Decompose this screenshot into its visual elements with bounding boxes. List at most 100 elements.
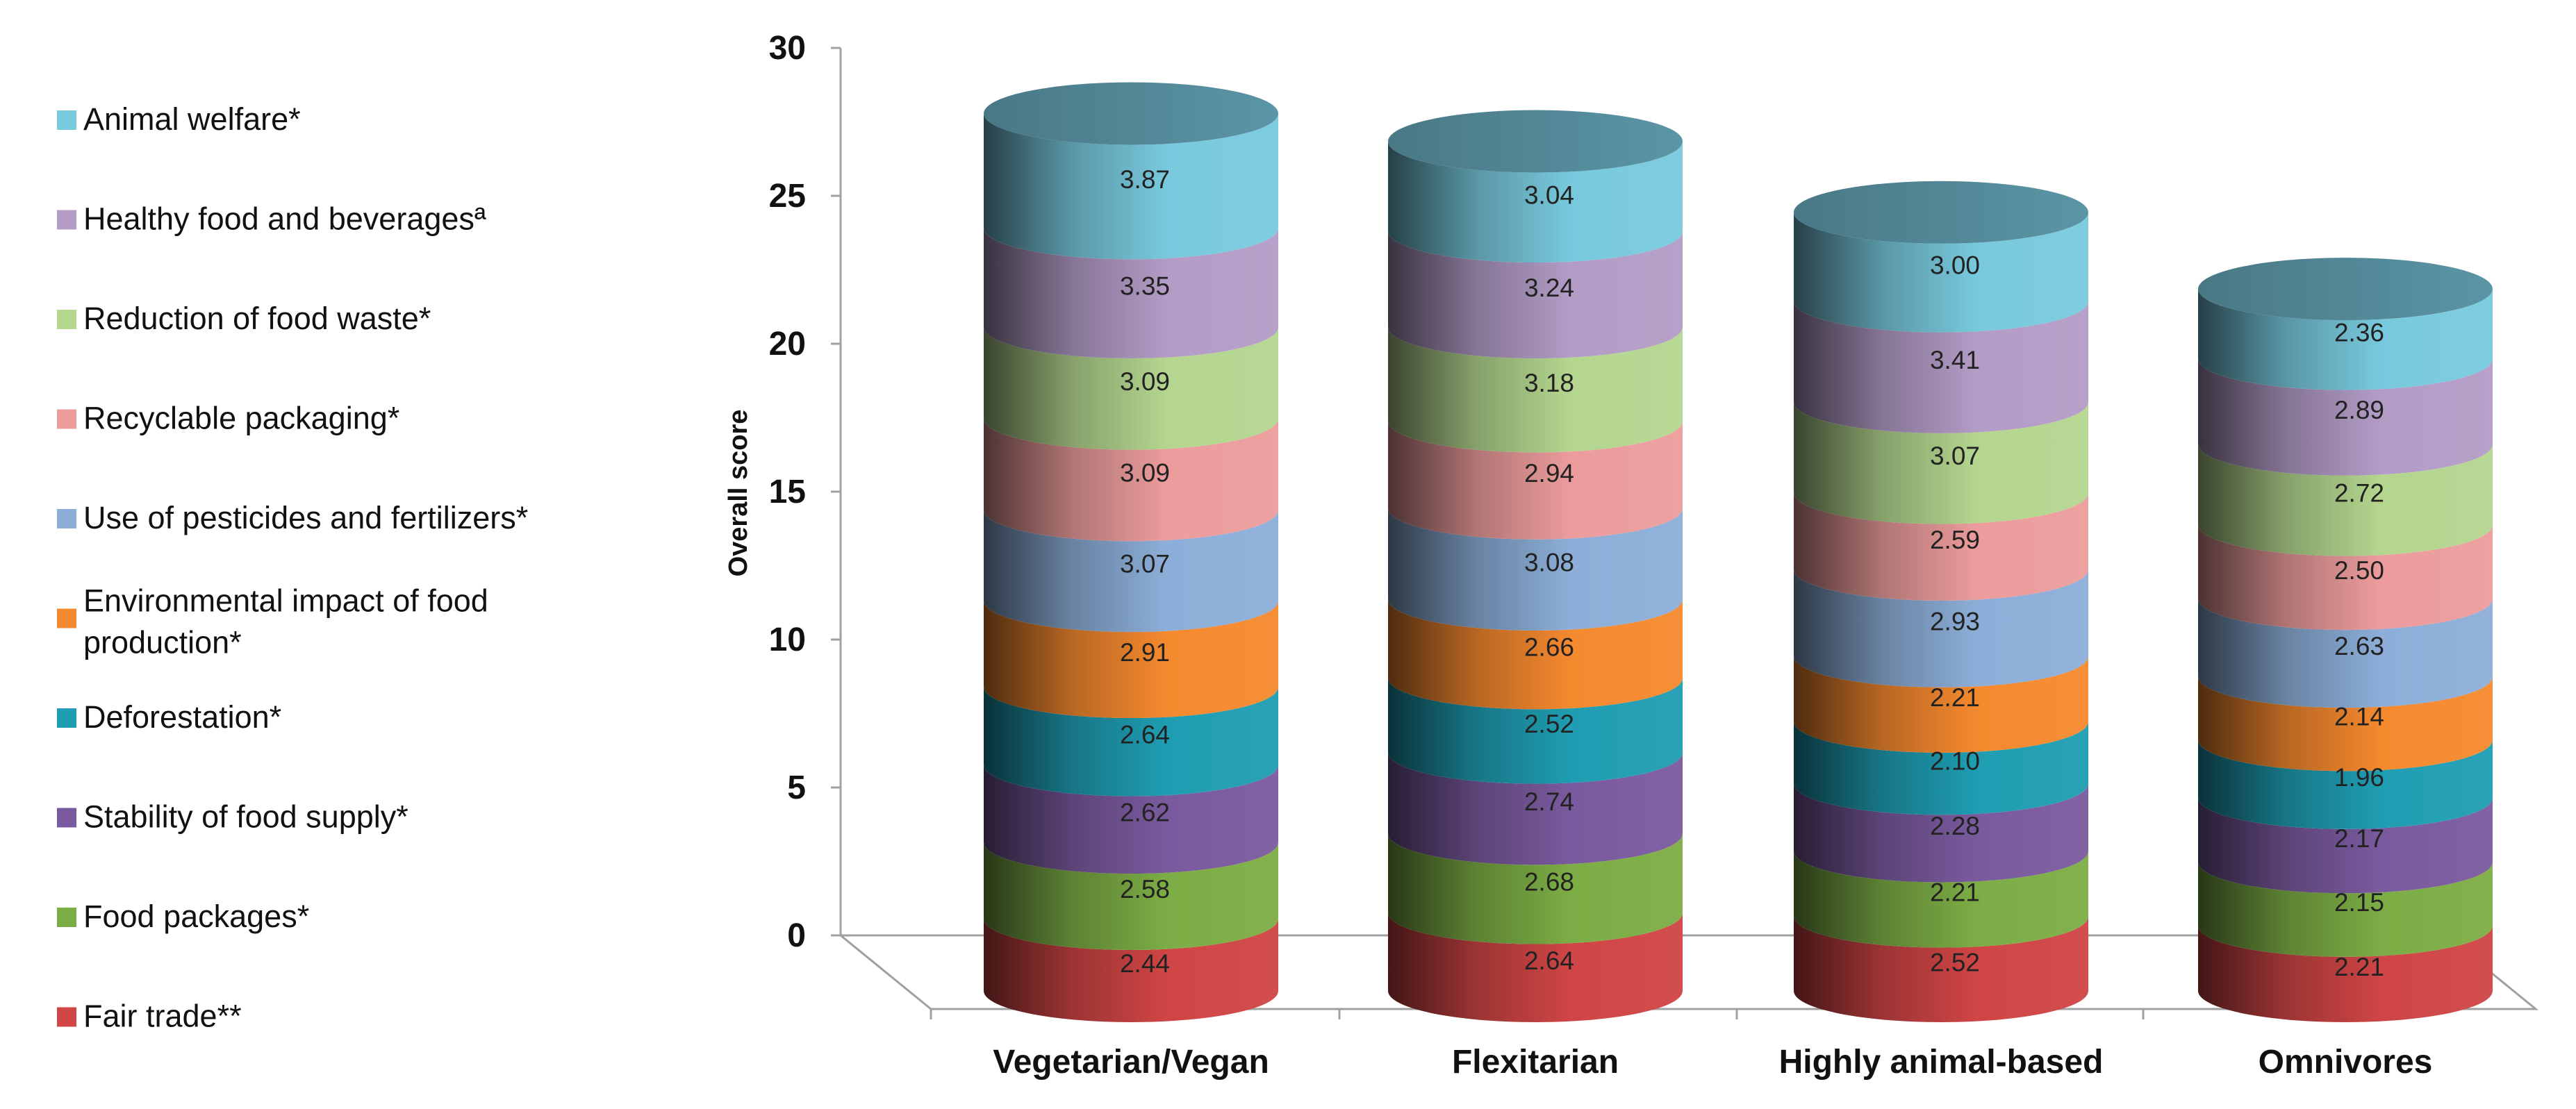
legend-label: Use of pesticides and fertilizers* bbox=[83, 500, 528, 535]
cylinder-segment bbox=[1794, 783, 2088, 883]
value-label: 3.00 bbox=[1930, 251, 1980, 280]
cylinder-segment bbox=[1794, 656, 2088, 753]
value-label: 2.21 bbox=[1930, 683, 1980, 712]
value-label: 2.93 bbox=[1930, 607, 1980, 635]
cylinder-0 bbox=[984, 82, 1278, 1022]
cylinder-segment bbox=[2198, 444, 2493, 556]
cylinder-segment bbox=[984, 418, 1278, 542]
value-label: 3.41 bbox=[1930, 346, 1980, 374]
value-label: 2.10 bbox=[1930, 747, 1980, 776]
legend-swatch bbox=[57, 708, 76, 728]
legend-item: Animal welfare* bbox=[57, 101, 301, 137]
legend-swatch bbox=[57, 808, 76, 828]
cylinder-segment bbox=[984, 327, 1278, 450]
value-labels: 2.44 2.58 2.62 2.64 2.91 3.07 3.09 3.09 3.35 3.87… bbox=[1120, 165, 2384, 981]
category-label: Highly animal-based bbox=[1779, 1044, 2104, 1081]
value-label: 2.14 bbox=[2334, 703, 2384, 731]
y-tick-label: 0 bbox=[787, 917, 806, 954]
cylinder-segment bbox=[2198, 862, 2493, 957]
y-tick-label: 30 bbox=[769, 30, 806, 67]
cylinder-segment bbox=[1794, 301, 2088, 433]
legend-swatch bbox=[57, 908, 76, 927]
cylinders bbox=[984, 82, 2493, 1022]
legend-item: Use of pesticides and fertilizers* bbox=[57, 500, 528, 535]
cylinder-segment bbox=[1388, 141, 1683, 263]
legend-swatch bbox=[57, 608, 76, 628]
value-label: 3.09 bbox=[1120, 459, 1170, 487]
value-label: 2.21 bbox=[2334, 953, 2384, 981]
cylinder-top-cap bbox=[1388, 110, 1683, 173]
cylinder-2 bbox=[1794, 181, 2088, 1022]
value-label: 2.68 bbox=[1524, 867, 1574, 896]
value-label: 2.15 bbox=[2334, 888, 2384, 917]
value-label: 3.08 bbox=[1524, 548, 1574, 576]
cylinder-segment bbox=[984, 113, 1278, 260]
value-label: 2.17 bbox=[2334, 824, 2384, 853]
value-label: 2.52 bbox=[1524, 710, 1574, 738]
x-axis: Vegetarian/Vegan Flexitarian Highly animal… bbox=[993, 1044, 2432, 1081]
value-label: 3.35 bbox=[1120, 272, 1170, 301]
category-label: Vegetarian/Vegan bbox=[993, 1044, 1269, 1081]
value-label: 2.28 bbox=[1930, 812, 1980, 840]
y-tick-label: 15 bbox=[769, 474, 806, 510]
cylinder-segment bbox=[984, 919, 1278, 1022]
legend-item: Reduction of food waste* bbox=[57, 301, 431, 336]
cylinder-segment bbox=[1794, 492, 2088, 601]
legend-item: Healthy food and beveragesª bbox=[57, 201, 486, 237]
cylinder-top-cap bbox=[2198, 258, 2493, 321]
value-label: 2.58 bbox=[1120, 875, 1170, 903]
legend-item: Food packages* bbox=[57, 899, 309, 934]
value-label: 2.72 bbox=[2334, 479, 2384, 508]
cylinder-segment bbox=[984, 228, 1278, 359]
cylinder-segment bbox=[2198, 358, 2493, 476]
value-label: 2.62 bbox=[1120, 798, 1170, 826]
value-label: 2.52 bbox=[1930, 948, 1980, 976]
legend-item: Fair trade** bbox=[57, 999, 242, 1034]
cylinder-segment bbox=[1794, 916, 2088, 1022]
cylinder-segment bbox=[1388, 599, 1683, 710]
legend-item: Environmental impact of food production* bbox=[57, 583, 488, 660]
value-label: 3.07 bbox=[1120, 550, 1170, 578]
cylinder-segment bbox=[1388, 327, 1683, 453]
cylinder-segment bbox=[984, 842, 1278, 951]
y-axis-label: Overall score bbox=[724, 410, 753, 577]
legend-label: Stability of food supply* bbox=[83, 799, 408, 835]
y-tick-label: 20 bbox=[769, 326, 806, 362]
legend-label: Animal welfare* bbox=[83, 101, 301, 137]
value-label: 2.94 bbox=[1524, 459, 1574, 487]
value-label: 2.50 bbox=[2334, 556, 2384, 585]
legend: Animal welfare* Healthy food and beverage… bbox=[57, 101, 528, 1034]
cylinder-top-cap bbox=[984, 82, 1278, 145]
value-label: 2.74 bbox=[1524, 787, 1574, 816]
cylinder-top-cap bbox=[1794, 181, 2088, 244]
legend-item: Deforestation* bbox=[57, 699, 281, 735]
cylinder-segment bbox=[1794, 721, 2088, 815]
cylinder-segment bbox=[984, 687, 1278, 797]
cylinder-segment bbox=[1388, 912, 1683, 1022]
value-label: 3.18 bbox=[1524, 369, 1574, 397]
cylinder-segment bbox=[1388, 421, 1683, 540]
legend-swatch bbox=[57, 310, 76, 329]
cylinder-1 bbox=[1388, 110, 1683, 1022]
value-label: 2.64 bbox=[1524, 947, 1574, 975]
cylinder-segment bbox=[2198, 676, 2493, 772]
legend-swatch bbox=[57, 409, 76, 429]
value-label: 1.96 bbox=[2334, 763, 2384, 792]
cylinder-segment bbox=[2198, 289, 2493, 390]
cylinder-segment bbox=[1794, 569, 2088, 687]
cylinder-segment bbox=[1794, 401, 2088, 524]
legend-swatch bbox=[57, 210, 76, 230]
legend-label: Food packages* bbox=[83, 899, 309, 934]
value-label: 3.24 bbox=[1524, 274, 1574, 302]
category-label: Flexitarian bbox=[1452, 1044, 1619, 1081]
cylinder-segment bbox=[1388, 231, 1683, 359]
cylinder-segment bbox=[2198, 925, 2493, 1022]
cylinder-segment bbox=[1794, 851, 2088, 948]
value-label: 3.09 bbox=[1120, 367, 1170, 396]
value-label: 2.59 bbox=[1930, 526, 1980, 554]
cylinder-segment bbox=[2198, 524, 2493, 631]
value-label: 3.04 bbox=[1524, 181, 1574, 209]
cylinder-segment bbox=[1388, 678, 1683, 784]
legend-label: Deforestation* bbox=[83, 699, 281, 735]
value-label: 2.63 bbox=[2334, 632, 2384, 660]
